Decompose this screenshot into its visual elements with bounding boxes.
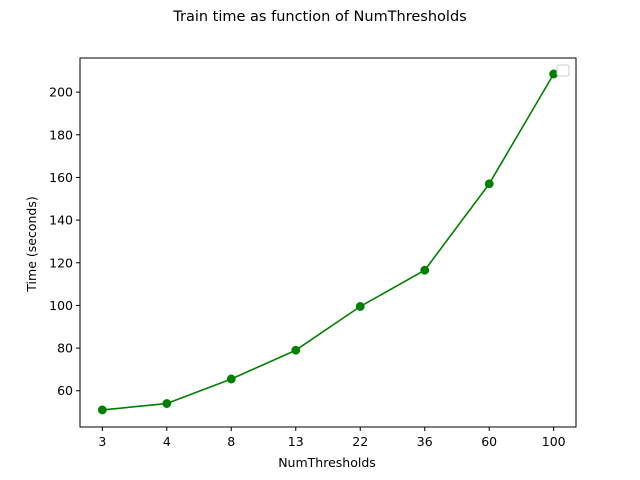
plot-area: 60 80 100 120 140 160 180 200 3 4 8 13 22 36 60 100 (49, 57, 577, 449)
y-tick-label: 140 (49, 213, 73, 228)
y-tick-label: 120 (49, 255, 73, 270)
data-point (97, 405, 107, 415)
y-axis-label: Time (seconds) (24, 196, 39, 292)
x-axis-label: NumThresholds (278, 455, 376, 470)
x-tick-label: 36 (417, 434, 433, 449)
plot-frame (79, 57, 577, 428)
data-point (355, 302, 365, 311)
data-point (162, 399, 172, 408)
series-line (102, 73, 555, 411)
data-point (226, 374, 236, 384)
x-tick-label: 3 (98, 434, 106, 449)
data-point (484, 179, 494, 189)
chart-title: Train time as function of NumThresholds (172, 9, 466, 25)
x-tick-label: 4 (163, 434, 171, 449)
x-tick-label: 22 (352, 434, 368, 449)
y-tick-label: 100 (49, 298, 73, 313)
y-tick-label: 160 (49, 170, 73, 185)
y-tick-label: 180 (49, 127, 73, 142)
data-point (420, 265, 430, 275)
y-tick-label: 60 (57, 383, 73, 398)
y-tick-label: 80 (57, 341, 73, 356)
x-tick-label: 60 (481, 434, 497, 449)
y-tick-label: 200 (49, 85, 73, 100)
x-tick-label: 8 (227, 434, 235, 449)
data-point (291, 345, 301, 355)
x-tick-label: 100 (542, 434, 566, 449)
legend-box (556, 64, 570, 77)
x-tick-label: 13 (288, 434, 304, 449)
